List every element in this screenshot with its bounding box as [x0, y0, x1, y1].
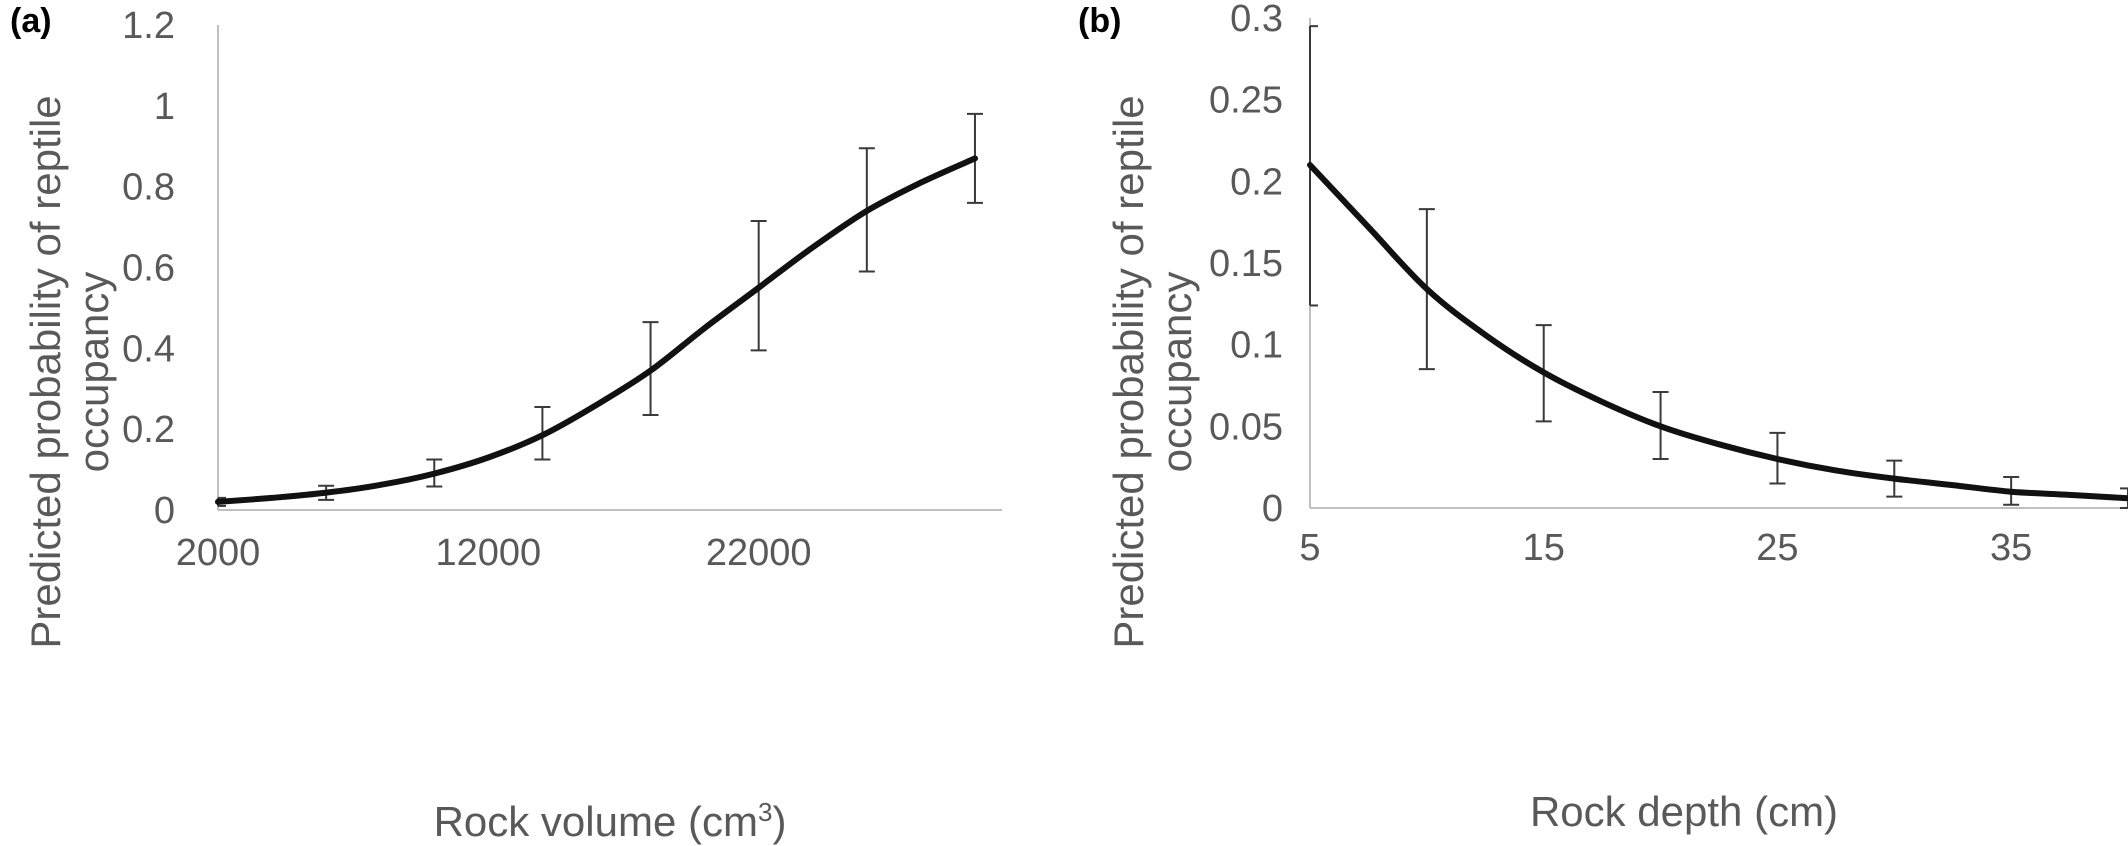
chart-panel-a: (a) Predicted probability of reptile occ…: [10, 2, 1002, 845]
chart-panel-b: (b) Predicted probability of reptile occ…: [1078, 0, 2128, 835]
y-tick-label: 1: [154, 86, 175, 128]
x-tick-label: 35: [1990, 527, 2032, 569]
y-axis-title-line1-b: Predicted probability of reptile: [1105, 95, 1152, 648]
series-lines-b: [1307, 162, 2128, 502]
panel-label-b: (b): [1078, 2, 1121, 40]
x-tick-label: 25: [1756, 527, 1798, 569]
y-tick-label: 0.15: [1209, 243, 1283, 285]
x-axis-title-a: Rock volume (cm3): [434, 797, 787, 845]
series-line: [215, 155, 978, 505]
y-tick-label: 0.2: [1230, 161, 1283, 203]
tick-labels-a: 0 0.2 0.4 0.6 0.8 1 1.2 2000 12000 22000: [122, 5, 811, 574]
axes-a: [217, 25, 1002, 511]
y-axis-title-line2-a: occupancy: [70, 272, 117, 473]
axes-b: [1309, 18, 2128, 509]
x-tick-label: 15: [1523, 527, 1565, 569]
x-tick-label: 2000: [176, 532, 261, 574]
y-tick-label: 0.05: [1209, 406, 1283, 448]
y-tick-label: 0: [154, 490, 175, 532]
error-bar: [2120, 487, 2128, 509]
y-axis-title-line2-b: occupancy: [1153, 272, 1200, 473]
y-tick-label: 0: [1262, 488, 1283, 530]
tick-labels-b: 0 0.05 0.1 0.15 0.2 0.25 0.3 5 15 25 35: [1209, 0, 2032, 569]
y-tick-label: 0.3: [1230, 0, 1283, 40]
series-lines-a: [215, 155, 978, 505]
y-axis-title-line1-a: Predicted probability of reptile: [22, 95, 69, 648]
x-axis-title-b: Rock depth (cm): [1530, 788, 1838, 835]
x-tick-label: 5: [1299, 527, 1320, 569]
y-tick-label: 0.2: [122, 409, 175, 451]
y-tick-label: 0.8: [122, 167, 175, 209]
y-tick-label: 0.25: [1209, 80, 1283, 122]
y-tick-label: 0.6: [122, 248, 175, 290]
x-tick-label: 12000: [436, 532, 542, 574]
y-tick-label: 0.4: [122, 328, 175, 370]
y-tick-label: 0.1: [1230, 325, 1283, 367]
error-bars-a: [217, 112, 983, 507]
y-tick-label: 1.2: [122, 5, 175, 47]
error-bars-b: [1309, 25, 2128, 509]
panel-label-a: (a): [10, 2, 52, 40]
series-line: [1307, 162, 2128, 502]
x-tick-label: 22000: [706, 532, 812, 574]
